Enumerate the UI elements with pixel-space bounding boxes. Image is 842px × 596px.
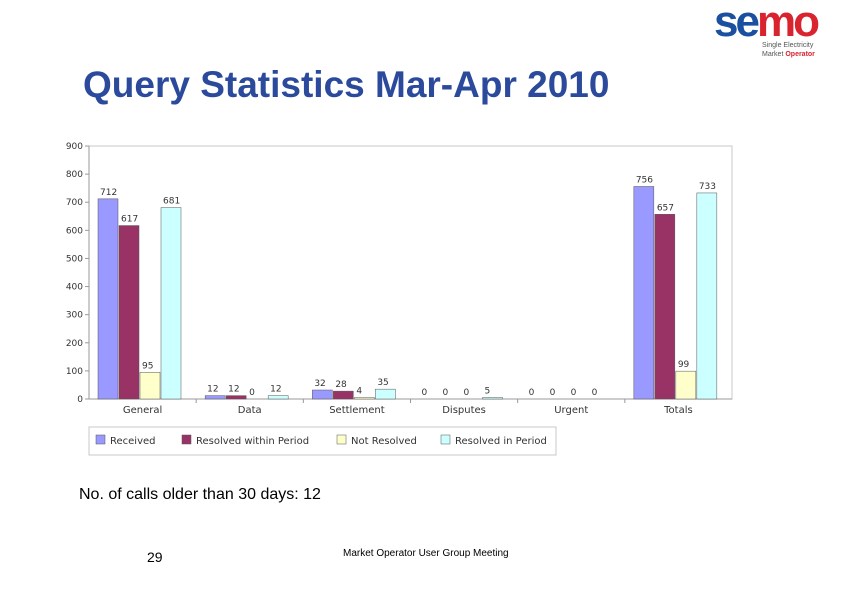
legend-swatch <box>336 434 347 445</box>
y-tick-label: 200 <box>66 339 83 349</box>
older-calls-note: No. of calls older than 30 days: 12 <box>79 486 321 503</box>
data-label: 32 <box>314 379 325 389</box>
bar <box>225 395 247 400</box>
data-label: 0 <box>550 388 556 398</box>
legend-swatch <box>440 434 451 445</box>
logo-letter: e <box>735 0 760 46</box>
bar <box>204 395 226 400</box>
logo-wordmark: semo <box>714 0 820 46</box>
bar <box>675 370 697 400</box>
y-tick-label: 600 <box>66 226 83 236</box>
logo-tagline-2b: Operator <box>785 51 815 58</box>
legend-label: Resolved within Period <box>196 436 309 447</box>
y-tick-label: 300 <box>66 311 83 321</box>
y-tick-label: 500 <box>66 254 83 264</box>
data-label: 12 <box>228 385 239 395</box>
y-tick-label: 0 <box>77 395 83 405</box>
x-tick-label: Data <box>238 405 262 416</box>
y-tick-label: 100 <box>66 367 83 377</box>
legend-label: Resolved in Period <box>455 436 547 447</box>
x-tick-label: Totals <box>663 405 693 416</box>
data-label: 0 <box>571 388 577 398</box>
data-label: 657 <box>657 203 674 213</box>
logo-tagline-1: Single Electricity <box>762 42 814 49</box>
bar <box>267 395 289 400</box>
logo-tagline-2a: Market <box>762 51 786 58</box>
data-label: 28 <box>335 380 347 390</box>
semo-logo: semo Single Electricity Market Operator <box>714 0 834 62</box>
data-label: 35 <box>377 378 388 388</box>
slide-title: Query Statistics Mar-Apr 2010 <box>83 64 610 105</box>
logo-tagline-2: Market Operator <box>762 51 815 58</box>
x-tick-label: Disputes <box>442 405 486 416</box>
bar <box>696 192 718 400</box>
data-label: 756 <box>636 175 653 185</box>
y-tick-label: 700 <box>66 198 83 208</box>
data-label: 5 <box>485 387 491 397</box>
y-tick-label: 900 <box>66 142 83 152</box>
footer-text: Market Operator User Group Meeting <box>343 548 509 559</box>
legend-swatch <box>95 434 106 445</box>
data-label: 12 <box>207 385 218 395</box>
logo-letter: o <box>793 0 820 46</box>
data-label: 0 <box>422 388 428 398</box>
data-label: 12 <box>270 385 281 395</box>
y-tick-label: 400 <box>66 283 83 293</box>
data-label: 95 <box>142 361 153 371</box>
bar <box>333 390 354 400</box>
bar <box>160 207 182 400</box>
legend-box <box>88 426 557 456</box>
legend-swatch <box>181 434 192 445</box>
bar <box>118 225 140 400</box>
bar <box>375 388 396 400</box>
bar <box>354 397 375 400</box>
page-number: 29 <box>147 549 163 565</box>
query-statistics-chart: 0100200300400500600700800900General71261… <box>66 142 733 456</box>
logo-letter: m <box>756 0 796 46</box>
data-label: 0 <box>529 388 535 398</box>
bar <box>654 214 676 400</box>
bar <box>633 186 655 400</box>
bar <box>97 198 119 400</box>
data-label: 617 <box>121 215 138 225</box>
legend-label: Received <box>110 436 156 447</box>
legend-label: Not Resolved <box>351 436 417 447</box>
data-label: 0 <box>592 388 598 398</box>
data-label: 0 <box>464 388 470 398</box>
x-tick-label: Urgent <box>554 405 588 416</box>
bar <box>312 389 333 400</box>
logo-letter: s <box>714 0 739 46</box>
y-tick-label: 800 <box>66 170 83 180</box>
data-label: 0 <box>443 388 449 398</box>
bar <box>482 397 503 400</box>
data-label: 99 <box>678 360 690 370</box>
data-label: 681 <box>163 197 180 207</box>
data-label: 733 <box>699 182 716 192</box>
data-label: 0 <box>249 388 255 398</box>
x-tick-label: Settlement <box>329 405 385 416</box>
data-label: 712 <box>100 188 117 198</box>
bar <box>139 372 161 400</box>
data-label: 4 <box>356 387 362 397</box>
x-tick-label: General <box>123 405 162 416</box>
